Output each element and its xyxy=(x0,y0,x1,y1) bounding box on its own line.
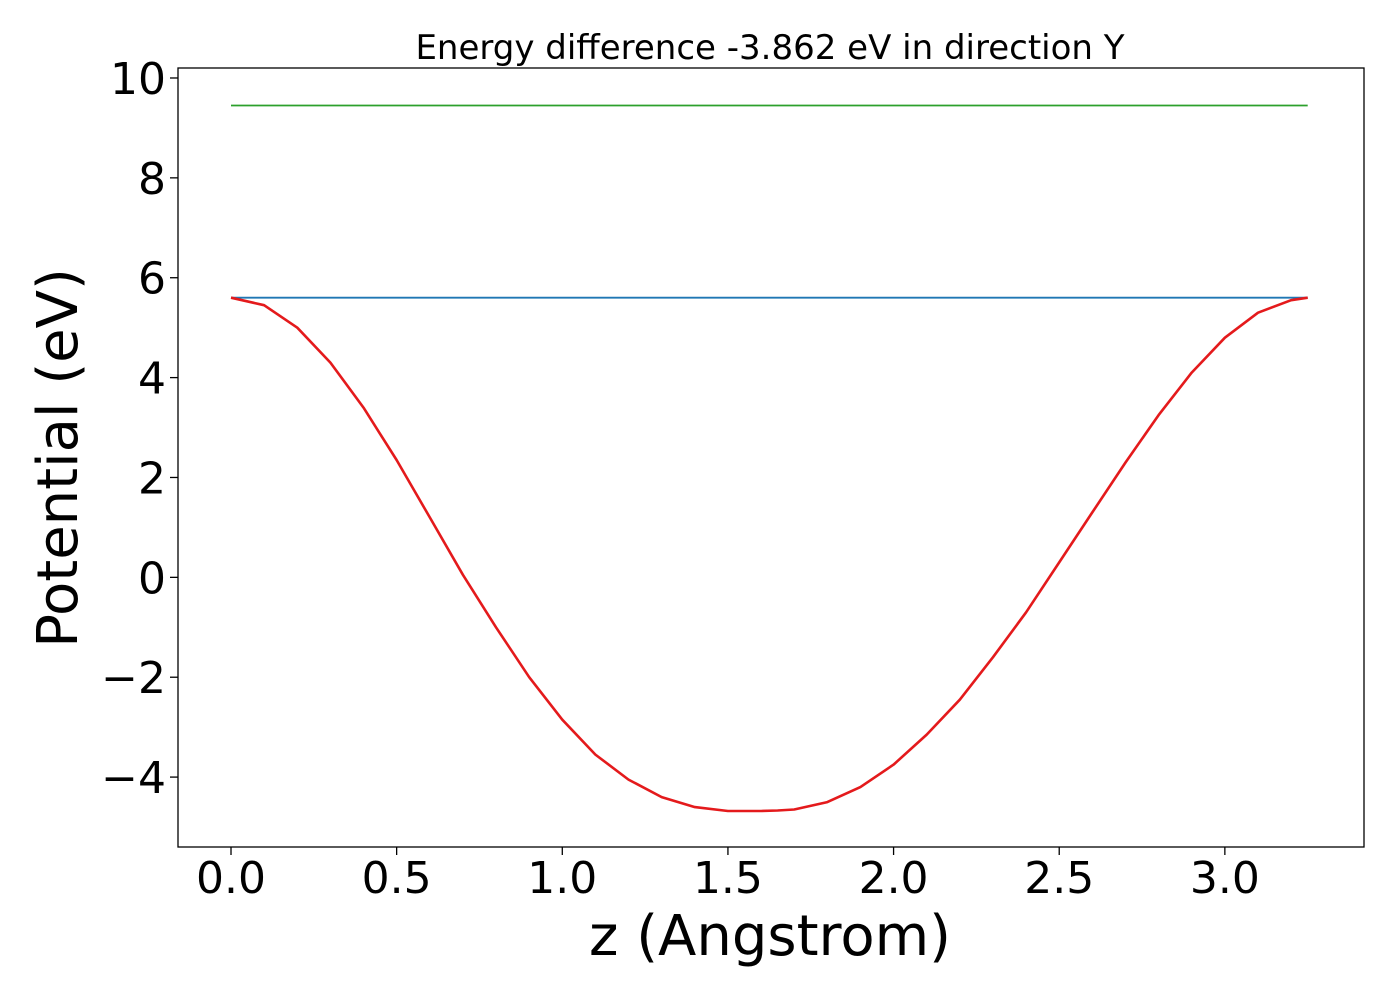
x-tick-label: 2.5 xyxy=(1024,853,1094,904)
y-tick-label: 2 xyxy=(138,453,166,504)
x-tick-label: 0.5 xyxy=(362,853,432,904)
x-axis-label: z (Angstrom) xyxy=(589,904,951,969)
y-tick-label: 8 xyxy=(138,154,166,205)
y-tick-label: −4 xyxy=(101,753,166,804)
chart-title: Energy difference -3.862 eV in direction… xyxy=(415,28,1124,68)
x-tick-label: 3.0 xyxy=(1190,853,1260,904)
y-tick-label: −2 xyxy=(101,653,166,704)
x-tick-label: 2.0 xyxy=(859,853,929,904)
series-line-3 xyxy=(230,296,1308,813)
series-layer xyxy=(230,104,1308,813)
y-axis-label: Potential (eV) xyxy=(26,268,91,648)
plot-frame xyxy=(177,67,1365,848)
y-axis: −4 −2 0 2 4 6 8 10 xyxy=(101,54,178,804)
x-axis: 0.0 0.5 1.0 1.5 2.0 2.5 3.0 xyxy=(196,847,1260,904)
y-tick-label: 6 xyxy=(138,254,166,305)
y-tick-label: 4 xyxy=(138,354,166,405)
x-tick-label: 0.0 xyxy=(196,853,266,904)
y-tick-label: 0 xyxy=(138,553,166,604)
x-tick-label: 1.0 xyxy=(527,853,597,904)
x-tick-label: 1.5 xyxy=(693,853,763,904)
y-tick-label: 10 xyxy=(110,54,166,105)
